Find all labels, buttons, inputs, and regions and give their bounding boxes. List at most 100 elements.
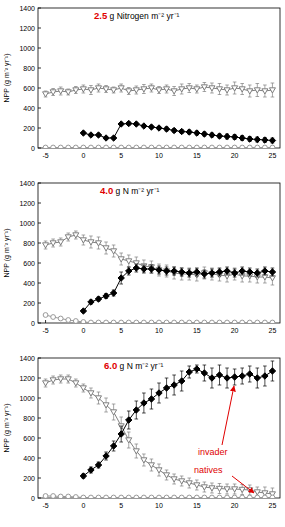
marker-circle xyxy=(43,313,48,318)
marker-triangle xyxy=(111,249,117,254)
marker-triangle xyxy=(58,377,64,382)
marker-circle xyxy=(149,495,154,498)
marker-circle xyxy=(81,145,86,148)
marker-triangle xyxy=(201,85,207,90)
marker-diamond xyxy=(163,268,169,274)
marker-circle xyxy=(240,320,245,323)
marker-circle xyxy=(202,145,207,148)
x-tick-label: 5 xyxy=(119,327,123,334)
x-tick-label: 10 xyxy=(155,502,163,509)
marker-triangle xyxy=(103,246,109,251)
marker-circle xyxy=(270,320,275,323)
marker-triangle xyxy=(262,89,268,94)
marker-circle xyxy=(187,495,192,498)
chart-canvas: 0200400600800100012001400-50510152025NPP… xyxy=(0,0,285,527)
y-tick xyxy=(38,183,41,184)
marker-diamond xyxy=(103,293,109,299)
marker-triangle xyxy=(88,88,94,93)
marker-circle xyxy=(217,320,222,323)
marker-diamond xyxy=(209,270,215,276)
marker-circle xyxy=(172,145,177,148)
marker-diamond xyxy=(216,133,222,139)
title: 2.5 g Nitrogen m⁻² yr⁻¹ xyxy=(94,10,180,21)
marker-triangle xyxy=(88,391,94,396)
marker-circle xyxy=(73,145,78,148)
plot-frame xyxy=(38,8,280,148)
y-tick xyxy=(38,8,41,9)
y-tick-label: 1200 xyxy=(19,25,35,32)
marker-diamond xyxy=(110,135,116,141)
marker-triangle xyxy=(239,487,245,492)
marker-triangle xyxy=(133,88,139,93)
x-tick-label: -5 xyxy=(42,152,48,159)
marker-circle xyxy=(81,320,86,323)
marker-circle xyxy=(240,495,245,498)
marker-diamond xyxy=(194,269,200,275)
marker-triangle xyxy=(126,89,132,94)
marker-triangle xyxy=(80,386,86,391)
marker-diamond xyxy=(247,269,253,275)
marker-circle xyxy=(187,320,192,323)
marker-triangle xyxy=(58,240,64,245)
marker-diamond xyxy=(178,128,184,134)
marker-triangle xyxy=(73,88,79,93)
data-group xyxy=(43,231,276,323)
y-tick-label: 1000 xyxy=(19,220,35,227)
marker-diamond xyxy=(141,266,147,272)
title: 4.0 g N m⁻² yr⁻¹ xyxy=(100,185,160,196)
marker-diamond xyxy=(194,130,200,136)
marker-triangle xyxy=(43,381,49,386)
y-tick-label: 0 xyxy=(31,320,35,327)
marker-circle xyxy=(126,320,131,323)
marker-triangle xyxy=(232,487,238,492)
y-axis-label: NPP (g m⁻² yr⁻¹) xyxy=(3,54,11,103)
marker-circle xyxy=(232,145,237,148)
marker-circle xyxy=(96,320,101,323)
marker-triangle xyxy=(254,490,260,495)
marker-circle xyxy=(134,495,139,498)
marker-diamond xyxy=(231,134,237,140)
marker-circle xyxy=(66,145,71,148)
marker-diamond xyxy=(141,400,147,406)
marker-triangle xyxy=(239,87,245,92)
y-tick xyxy=(38,48,41,49)
marker-diamond xyxy=(201,370,207,376)
marker-circle xyxy=(43,494,48,498)
x-tick-label: 25 xyxy=(269,152,277,159)
marker-diamond xyxy=(148,396,154,402)
marker-triangle xyxy=(141,87,147,92)
marker-triangle xyxy=(148,463,154,468)
y-tick-label: 1200 xyxy=(19,200,35,207)
x-tick xyxy=(45,320,46,323)
y-tick xyxy=(38,243,41,244)
marker-circle xyxy=(164,320,169,323)
marker-circle xyxy=(149,145,154,148)
data-group xyxy=(43,361,276,498)
marker-circle xyxy=(262,320,267,323)
marker-diamond xyxy=(269,137,275,143)
x-tick-label: 0 xyxy=(81,152,85,159)
marker-circle xyxy=(255,320,260,323)
y-tick xyxy=(38,378,41,379)
marker-triangle xyxy=(80,238,86,243)
marker-circle xyxy=(240,145,245,148)
marker-circle xyxy=(81,495,86,498)
marker-diamond xyxy=(201,271,207,277)
y-tick-label: 200 xyxy=(23,300,35,307)
marker-diamond xyxy=(224,268,230,274)
marker-triangle xyxy=(156,268,162,273)
marker-circle xyxy=(51,494,56,498)
marker-circle xyxy=(187,145,192,148)
marker-diamond xyxy=(247,136,253,142)
title-text: g N m⁻² yr⁻¹ xyxy=(113,186,159,196)
marker-circle xyxy=(172,495,177,498)
marker-triangle xyxy=(65,235,71,240)
marker-circle xyxy=(141,495,146,498)
marker-diamond xyxy=(178,269,184,275)
marker-triangle xyxy=(43,92,49,97)
marker-diamond xyxy=(88,132,94,138)
marker-diamond xyxy=(201,131,207,137)
x-tick-label: 25 xyxy=(269,502,277,509)
marker-diamond xyxy=(88,299,94,305)
marker-diamond xyxy=(80,473,86,479)
